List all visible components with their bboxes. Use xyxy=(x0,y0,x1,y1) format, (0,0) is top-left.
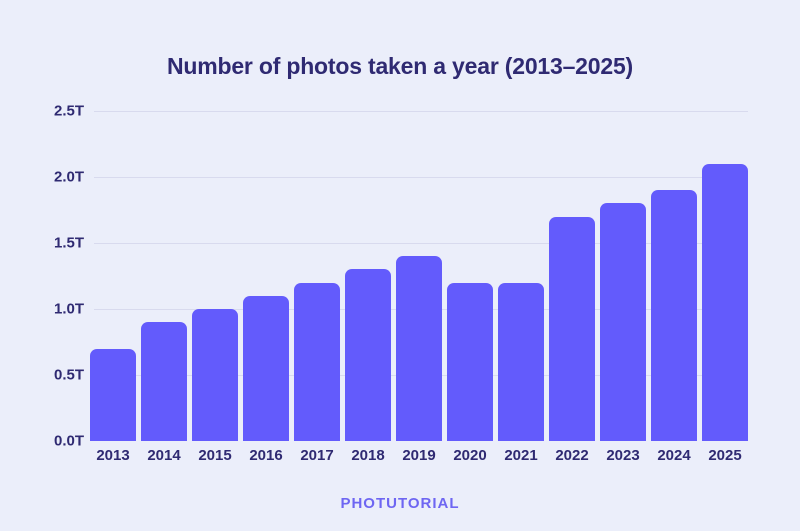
gridline xyxy=(94,243,748,244)
bar-2014: 2014 xyxy=(141,322,187,464)
y-tick-label: 0.5T xyxy=(53,366,84,384)
x-tick-label: 2018 xyxy=(351,447,385,464)
bar-2023: 2023 xyxy=(600,203,646,464)
x-tick-label: 2022 xyxy=(555,447,589,464)
gridline xyxy=(94,177,748,178)
bar-2019: 2019 xyxy=(396,256,442,464)
x-tick-label: 2013 xyxy=(96,447,130,464)
bar-2024: 2024 xyxy=(651,190,697,464)
bar-2021: 2021 xyxy=(498,282,544,464)
chart-title: Number of photos taken a year (2013–2025… xyxy=(166,53,634,79)
bar-2018: 2018 xyxy=(345,269,391,464)
x-tick-label: 2023 xyxy=(606,447,640,464)
x-tick-label: 2014 xyxy=(147,447,181,464)
bar-2022: 2022 xyxy=(549,216,595,464)
brand-logo: PHOTUTORIAL xyxy=(340,495,460,512)
bars: 2013 2014 2015 2016 2017 2018 2019 2020 2021 2022… xyxy=(90,111,748,464)
x-tick-label: 2017 xyxy=(300,447,334,464)
y-axis: 2.5T 2.0T 1.5T 1.0T 0.5T 0.0T xyxy=(0,103,84,450)
bar-2013: 2013 xyxy=(90,348,136,464)
y-tick-label: 0.0T xyxy=(53,432,84,450)
x-tick-label: 2025 xyxy=(708,447,742,464)
bar-2017: 2017 xyxy=(294,282,340,464)
x-tick-label: 2016 xyxy=(249,447,283,464)
gridline xyxy=(94,111,748,112)
y-tick-label: 1.0T xyxy=(53,300,84,318)
plot-area: 2013 2014 2015 2016 2017 2018 2019 2020 2021 2022… xyxy=(90,111,748,464)
bar-2016: 2016 xyxy=(243,295,289,464)
x-tick-label: 2020 xyxy=(453,447,487,464)
x-tick-label: 2021 xyxy=(504,447,538,464)
y-tick-label: 2.0T xyxy=(53,168,84,186)
bar-2025: 2025 xyxy=(702,163,748,464)
x-tick-label: 2019 xyxy=(402,447,436,464)
bar-2020: 2020 xyxy=(447,282,493,464)
bar-2015: 2015 xyxy=(192,309,238,464)
x-tick-label: 2024 xyxy=(657,447,691,464)
y-tick-label: 1.5T xyxy=(53,234,84,252)
x-tick-label: 2015 xyxy=(198,447,232,464)
y-tick-label: 2.5T xyxy=(53,102,84,120)
